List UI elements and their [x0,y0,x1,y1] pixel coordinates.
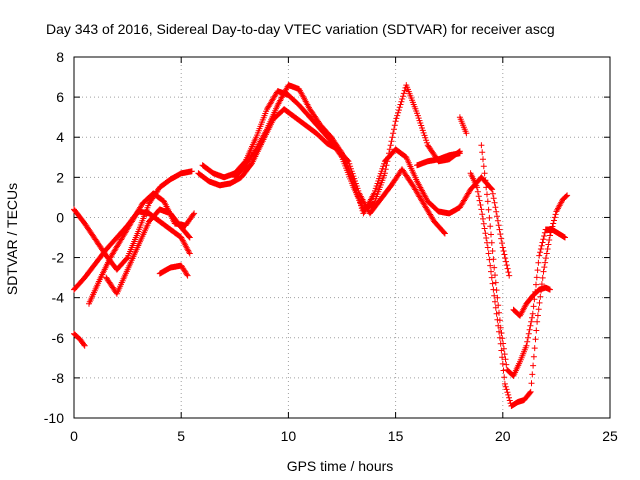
data-points [71,82,571,409]
satellite-track-14-markers [414,150,463,169]
satellite-track-6 [71,330,88,349]
satellite-track-14 [414,150,463,169]
x-tick-label: 15 [388,428,404,444]
x-tick-label: 5 [177,428,185,444]
satellite-track-13-markers [510,284,553,319]
satellite-track-11-markers [467,170,571,409]
satellite-track-6-markers [71,330,88,349]
satellite-track-5-markers [156,262,191,279]
satellite-track-5 [156,262,191,279]
y-tick-label: 2 [56,169,64,185]
x-axis-label: GPS time / hours [287,458,394,474]
satellite-track-4 [103,206,193,297]
satellite-track-12-markers [478,142,568,379]
y-tick-label: -8 [52,370,65,386]
x-tick-label: 20 [495,428,511,444]
satellite-track-2 [71,168,195,273]
x-tick-label: 10 [281,428,297,444]
chart-title: Day 343 of 2016, Sidereal Day-to-day VTE… [46,21,555,37]
satellite-track-11 [467,170,571,409]
axis-ticks: 0 5 10 15 20 25 -10 -8 -6 -4 -2 0 2 4 6 8 [44,49,618,444]
satellite-track-13 [510,284,553,319]
y-tick-label: 6 [56,89,64,105]
satellite-track-8 [195,106,448,237]
y-axis-label: SDTVAR / TECUs [4,183,20,295]
satellite-track-7-markers [199,82,463,213]
satellite-track-8-markers [195,106,448,237]
x-tick-label: 25 [602,428,618,444]
y-tick-label: 4 [56,129,64,145]
plot-frame [73,56,611,419]
y-tick-label: -6 [52,330,65,346]
y-tick-label: 8 [56,49,64,65]
satellite-track-10 [456,114,470,137]
satellite-track-2-markers [71,168,195,273]
satellite-track-7 [199,82,463,213]
satellite-track-4-markers [103,206,193,297]
grid [74,57,610,418]
y-tick-label: -10 [44,410,64,426]
y-tick-label: -2 [52,250,65,266]
satellite-track-9-markers [231,82,513,279]
satellite-track-12 [478,142,568,379]
satellite-track-9 [231,82,513,279]
x-tick-label: 0 [70,428,78,444]
satellite-track-10-markers [456,114,470,137]
y-tick-label: 0 [56,209,64,225]
y-tick-label: -4 [52,290,65,306]
